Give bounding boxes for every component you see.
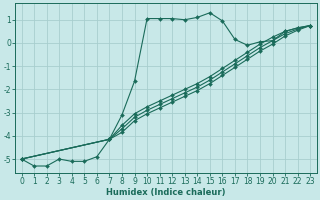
X-axis label: Humidex (Indice chaleur): Humidex (Indice chaleur): [106, 188, 226, 197]
